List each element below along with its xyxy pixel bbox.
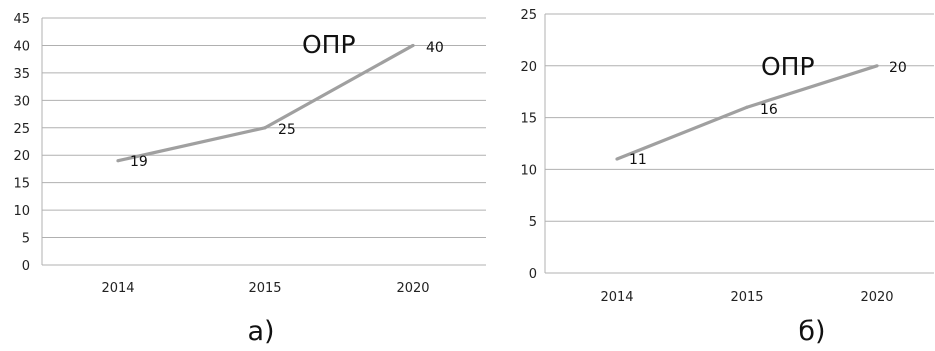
data-label: 25 — [278, 122, 296, 138]
data-label: 40 — [426, 40, 444, 56]
chart-caption: б) — [798, 316, 825, 347]
y-tick-label: 35 — [13, 67, 30, 82]
series-line — [117, 44, 414, 163]
y-tick-label: 0 — [22, 259, 30, 274]
y-tick-label: 25 — [520, 8, 537, 23]
y-tick-label: 15 — [520, 112, 537, 127]
data-point — [875, 64, 879, 68]
data-point — [263, 126, 267, 130]
y-tick-label: 40 — [13, 39, 30, 54]
annotation-label: ОПР — [302, 30, 356, 59]
y-tick-label: 10 — [13, 204, 30, 219]
data-point — [615, 157, 619, 161]
y-tick-label: 30 — [13, 94, 30, 109]
data-point — [411, 43, 415, 48]
y-tick-label: 45 — [13, 12, 30, 27]
x-tick-label: 2015 — [248, 281, 281, 296]
y-tick-label: 10 — [520, 163, 537, 178]
data-point — [116, 159, 120, 163]
y-tick-label: 20 — [13, 149, 30, 164]
x-tick-label: 2014 — [101, 281, 134, 296]
y-tick-label: 20 — [520, 60, 537, 75]
y-tick-label: 15 — [13, 177, 30, 192]
data-label: 20 — [889, 60, 907, 76]
x-tick-label: 2015 — [730, 290, 763, 305]
annotation-label: ОПР — [761, 52, 815, 81]
data-label: 11 — [629, 152, 647, 168]
x-tick-label: 2014 — [600, 290, 633, 305]
y-tick-label: 5 — [22, 232, 30, 247]
data-point — [745, 105, 749, 109]
y-tick-label: 5 — [529, 215, 537, 230]
y-tick-label: 25 — [13, 122, 30, 137]
data-label: 16 — [760, 102, 778, 118]
x-tick-label: 2020 — [396, 281, 429, 296]
x-tick-label: 2020 — [860, 290, 893, 305]
chart-a: 0 5 10 15 20 25 30 35 40 45 2014 2015 2020 19 25 40 ОПР а… — [13, 12, 486, 347]
chart-b: 0 5 10 15 20 25 2014 2015 2020 11 16 20 ОПР б) — [520, 8, 934, 347]
chart-caption: а) — [247, 316, 274, 347]
series-line — [616, 64, 878, 161]
y-tick-label: 0 — [529, 267, 537, 282]
data-label: 19 — [130, 154, 148, 170]
